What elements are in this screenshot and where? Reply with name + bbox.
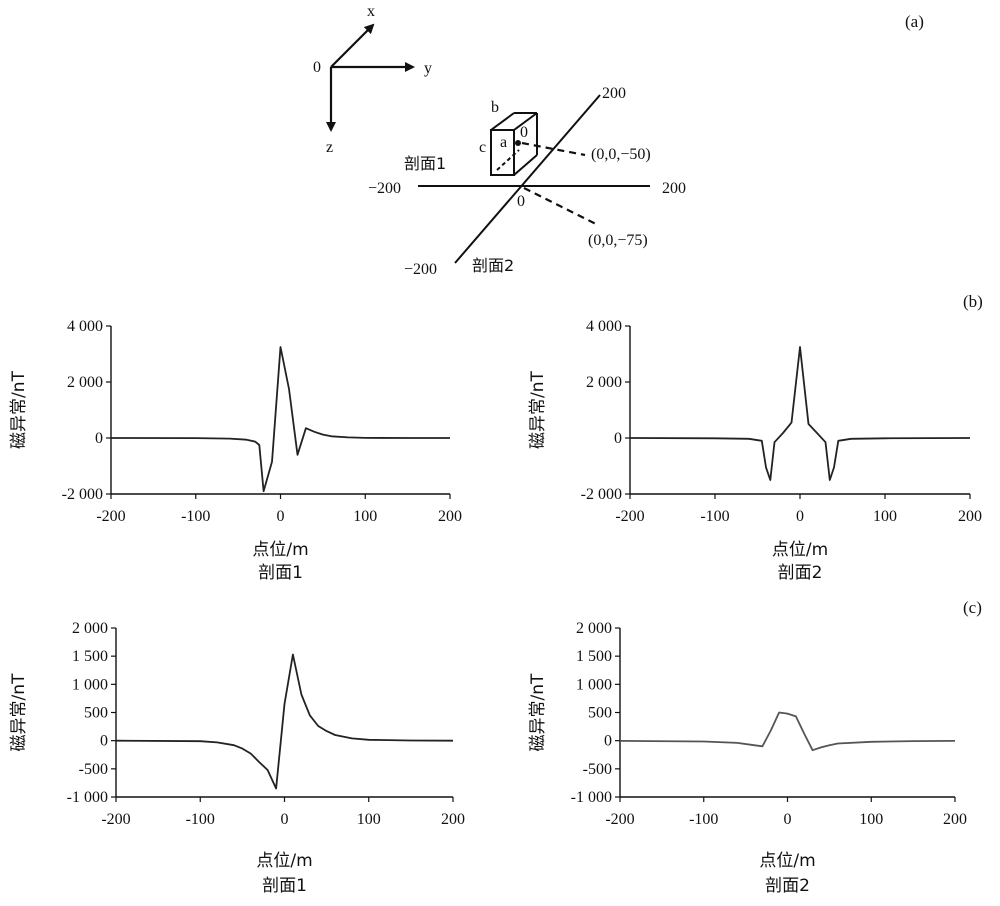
y-tick-label: 0 [614, 430, 622, 447]
chart-b-profile1: -2 000 0 2 000 4 000 -200 -100 0 100 200 点位/m 剖面1 磁… [9, 318, 462, 583]
x-tick-label: -100 [181, 508, 210, 525]
x-tick-label: 100 [353, 508, 377, 525]
x-tick-label: 0 [281, 811, 289, 828]
y-axis-label: 磁异常/nT [528, 370, 548, 449]
x-tick-label: 0 [277, 508, 285, 525]
profile2-bottom-end: −200 [404, 261, 437, 278]
prism-center-dot [515, 140, 521, 146]
x-axis-label: 点位/m [759, 851, 815, 871]
x-tick-label: -200 [101, 811, 130, 828]
y-tick-label: -2 000 [581, 486, 622, 503]
y-tick-label: 2 000 [576, 620, 612, 637]
y-tick-label: 2 000 [586, 374, 622, 391]
x-tick-label: 200 [958, 508, 982, 525]
x-tick-label: 200 [943, 811, 967, 828]
y-tick-label: 1 500 [72, 648, 108, 665]
origin-label: 0 [313, 59, 321, 76]
y-tick-label: 4 000 [586, 318, 622, 335]
x-tick-label: 100 [873, 508, 897, 525]
box-label-c: c [479, 139, 486, 156]
axis-y-label: y [424, 60, 432, 77]
profile-caption: 剖面2 [765, 876, 810, 896]
x-tick-label: 0 [796, 508, 804, 525]
y-axis-label: 磁异常/nT [9, 673, 29, 752]
anomaly-series-line [115, 653, 454, 790]
profile-caption: 剖面1 [258, 563, 303, 583]
x-tick-label: 0 [784, 811, 792, 828]
y-axis-label: 磁异常/nT [9, 370, 29, 449]
center-label: 0 [517, 193, 525, 210]
x-tick-label: -100 [186, 811, 215, 828]
x-tick-label: -100 [689, 811, 718, 828]
y-tick-label: -500 [79, 761, 108, 778]
box-label-a: a [500, 134, 507, 151]
profile2-line [454, 94, 601, 264]
box-label-b: b [491, 99, 499, 116]
y-tick-label: 4 000 [67, 318, 103, 335]
y-tick-label: 2 000 [72, 620, 108, 637]
y-tick-label: 0 [604, 733, 612, 750]
profile2-top-end: 200 [602, 85, 626, 102]
profile1-right-end: 200 [662, 180, 686, 197]
y-tick-label: -500 [583, 761, 612, 778]
x-axis-label: 点位/m [772, 540, 828, 560]
x-tick-label: 200 [441, 811, 465, 828]
x-tick-label: -100 [700, 508, 729, 525]
y-tick-label: -1 000 [67, 789, 108, 806]
anomaly-series-line [619, 711, 956, 752]
x-tick-label: -200 [605, 811, 634, 828]
y-tick-label: 1 500 [576, 648, 612, 665]
x-tick-label: 200 [438, 508, 462, 525]
chart-b-profile2: -2 000 0 2 000 4 000 -200 -100 0 100 200 点位/m 剖面2 磁… [528, 318, 982, 583]
y-tick-label: 500 [84, 705, 108, 722]
panel-letter-c: (c) [963, 598, 982, 617]
y-axis-label: 磁异常/nT [528, 673, 548, 752]
x-axis-label: 点位/m [252, 540, 308, 560]
y-tick-label: 1 000 [72, 676, 108, 693]
x-tick-label: 100 [357, 811, 381, 828]
x-axis-arrow [330, 23, 375, 68]
leader-point1 [521, 141, 586, 157]
profile2-label: 剖面2 [472, 256, 514, 275]
profile1-left-end: −200 [368, 180, 401, 197]
x-axis-label: 点位/m [256, 851, 312, 871]
box-label-0: 0 [520, 124, 528, 141]
anomaly-series-line [629, 346, 971, 481]
axis-x-label: x [367, 3, 375, 20]
y-tick-label: -2 000 [62, 486, 103, 503]
profile-caption: 剖面1 [262, 876, 307, 896]
profile-caption: 剖面2 [778, 563, 823, 583]
y-tick-label: 500 [588, 705, 612, 722]
leader-point2 [523, 187, 599, 226]
point1-label: (0,0,−50) [591, 146, 651, 163]
y-tick-label: 2 000 [67, 374, 103, 391]
y-tick-label: 1 000 [576, 676, 612, 693]
prism-box [490, 112, 538, 176]
point2-label: (0,0,−75) [588, 232, 648, 249]
y-tick-label: 0 [95, 430, 103, 447]
y-tick-label: -1 000 [571, 789, 612, 806]
axis-z-label: z [326, 139, 333, 156]
x-tick-label: -200 [96, 508, 125, 525]
x-tick-label: 100 [859, 811, 883, 828]
panel-letter-a: (a) [905, 12, 924, 31]
anomaly-series-line [110, 346, 450, 493]
y-tick-label: 0 [100, 733, 108, 750]
profile1-label: 剖面1 [404, 154, 446, 173]
diagram-panel: (a) x y z 0 −200 200 200 −200 0 剖面1 剖面2 … [313, 3, 924, 278]
x-tick-label: -200 [615, 508, 644, 525]
panel-letter-b: (b) [963, 292, 983, 311]
